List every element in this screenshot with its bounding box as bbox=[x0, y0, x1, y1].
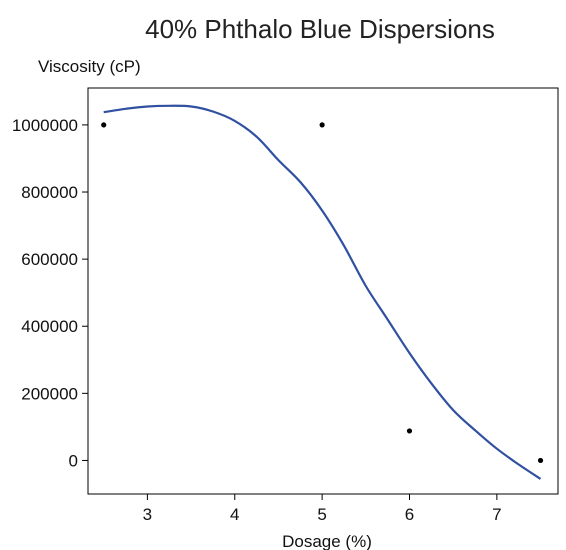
x-tick-label: 3 bbox=[143, 505, 152, 524]
fit-line bbox=[103, 104, 542, 480]
chart-title: 40% Phthalo Blue Dispersions bbox=[145, 14, 495, 44]
y-tick-label: 800000 bbox=[21, 183, 78, 202]
y-tick-label: 200000 bbox=[21, 384, 78, 403]
data-point bbox=[537, 457, 544, 464]
y-tick-label: 400000 bbox=[21, 317, 78, 336]
x-tick-label: 6 bbox=[405, 505, 414, 524]
y-axis-label: Viscosity (cP) bbox=[38, 57, 141, 76]
y-tick-label: 0 bbox=[69, 451, 78, 470]
y-tick-label: 600000 bbox=[21, 250, 78, 269]
plot-frame bbox=[87, 87, 559, 495]
y-tick-label: 1000000 bbox=[12, 116, 78, 135]
plot-area: 3 4 5 6 7 0 200000 400000 600000 800000 1000000 bbox=[12, 104, 544, 524]
data-point bbox=[406, 428, 413, 434]
x-tick-label: 5 bbox=[317, 505, 326, 524]
x-tick-label: 4 bbox=[230, 505, 239, 524]
data-point bbox=[319, 122, 325, 128]
x-tick-label: 7 bbox=[492, 505, 501, 524]
data-point bbox=[101, 122, 107, 128]
x-axis-label: Dosage (%) bbox=[282, 532, 372, 550]
